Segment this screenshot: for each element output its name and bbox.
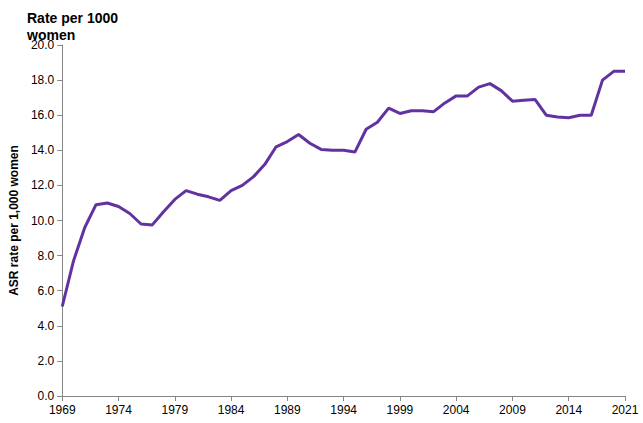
svg-text:16.0: 16.0	[31, 108, 55, 122]
svg-text:14.0: 14.0	[31, 143, 55, 157]
svg-text:2009: 2009	[499, 403, 526, 417]
svg-text:1969: 1969	[49, 403, 76, 417]
svg-text:Rate per 1000: Rate per 1000	[27, 10, 118, 26]
svg-text:women: women	[26, 27, 75, 43]
svg-text:4.0: 4.0	[38, 319, 55, 333]
svg-text:1984: 1984	[218, 403, 245, 417]
svg-text:18.0: 18.0	[31, 73, 55, 87]
svg-text:1994: 1994	[330, 403, 357, 417]
svg-text:6.0: 6.0	[38, 284, 55, 298]
svg-text:20.0: 20.0	[30, 38, 55, 52]
svg-text:2004: 2004	[443, 403, 470, 417]
svg-text:0.0: 0.0	[38, 389, 55, 403]
svg-text:10.0: 10.0	[31, 214, 55, 228]
svg-text:1979: 1979	[161, 403, 188, 417]
svg-text:8.0: 8.0	[38, 249, 55, 263]
svg-text:12.0: 12.0	[31, 178, 55, 192]
svg-text:1974: 1974	[105, 403, 132, 417]
svg-text:2.0: 2.0	[38, 354, 55, 368]
svg-text:1989: 1989	[274, 403, 301, 417]
svg-text:1999: 1999	[387, 403, 414, 417]
svg-text:2014: 2014	[555, 403, 582, 417]
svg-text:2021: 2021	[612, 403, 639, 417]
svg-text:ASR rate per 1,000 women: ASR rate per 1,000 women	[7, 145, 21, 296]
